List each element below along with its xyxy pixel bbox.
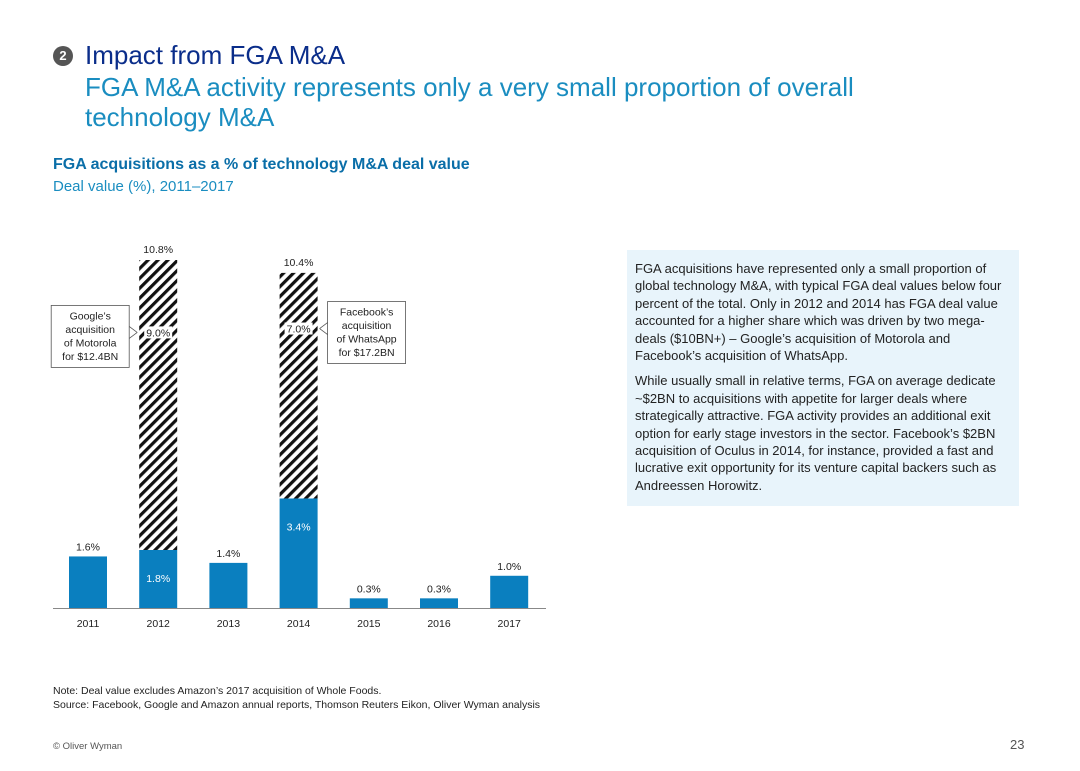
x-tick-2015: 2015 — [357, 618, 381, 630]
annotation-text-2014-2: of WhatsApp — [337, 334, 397, 346]
base-label-2012: 1.8% — [146, 573, 170, 585]
base-label-2017: 1.0% — [497, 561, 521, 573]
annotation-text-2014-0: Facebook’s — [340, 307, 394, 319]
annotation-text-2014-3: for $17.2BN — [339, 347, 395, 359]
total-label-2014: 10.4% — [284, 257, 314, 269]
base-label-2015: 0.3% — [357, 583, 381, 595]
bar-base-2016 — [420, 598, 458, 608]
base-label-2014: 3.4% — [287, 521, 311, 533]
bar-chart: 1.6% 2011 10.8% 9.0% 1.8% 2012 1.4% 2013 10.4% 7.… — [50, 244, 546, 630]
footnotes: Note: Deal value excludes Amazon’s 2017 … — [53, 684, 540, 712]
annotation-text-2012-3: for $12.4BN — [62, 351, 118, 363]
annotation-box-2012 — [50, 304, 130, 368]
bar-base-2015 — [349, 598, 388, 608]
section-badge: 2 — [53, 46, 73, 66]
annotation-pointer-2012-a — [128, 326, 138, 333]
page-title: Impact from FGA M&A — [85, 40, 346, 70]
x-tick-2013: 2013 — [217, 618, 241, 630]
commentary-box: FGA acquisitions have represented only a… — [627, 250, 1019, 507]
mega-label-bg-2012 — [144, 326, 173, 339]
bar-base-2017 — [490, 575, 529, 608]
source-text: Source: Facebook, Google and Amazon annu… — [53, 699, 541, 711]
page-subtitle: FGA M&A activity represents only a very … — [85, 72, 854, 132]
commentary-paragraph-2: While usually small in relative terms, F… — [635, 373, 997, 493]
mega-label-2014: 7.0% — [287, 324, 311, 336]
x-tick-2016: 2016 — [427, 618, 451, 630]
bar-base-2011 — [69, 556, 107, 608]
annotation-pointer-2014-a — [319, 322, 328, 329]
annotation-pointer-2012-b — [128, 332, 138, 339]
annotation-text-2014-1: acquisition — [342, 320, 392, 332]
copyright: © Oliver Wyman — [53, 741, 123, 752]
annotation-box-2014 — [327, 301, 407, 364]
chart-subtitle: Deal value (%), 2011–2017 — [53, 178, 234, 195]
x-tick-2017: 2017 — [498, 618, 522, 630]
bar-mega-deal-2014 — [279, 272, 318, 499]
bar-base-2014 — [279, 498, 318, 608]
page-number: 23 — [1010, 737, 1025, 752]
mega-label-bg-2014 — [284, 322, 313, 335]
commentary-paragraph-1: FGA acquisitions have represented only a… — [635, 261, 1002, 364]
total-label-2012: 10.8% — [143, 244, 173, 256]
mega-label-2012: 9.0% — [146, 327, 170, 339]
x-tick-2011: 2011 — [77, 618, 100, 630]
annotation-text-2012-2: of Motorola — [64, 337, 117, 349]
annotation-text-2012-1: acquisition — [65, 324, 115, 336]
x-tick-2012: 2012 — [147, 618, 171, 630]
annotation-text-2012-0: Google’s — [70, 310, 111, 322]
bar-base-2013 — [209, 562, 248, 608]
chart-title: FGA acquisitions as a % of technology M&… — [53, 156, 470, 173]
base-label-2011: 1.6% — [76, 541, 100, 553]
base-label-2016: 0.3% — [427, 583, 451, 595]
annotation-pointer-2014-b — [319, 328, 328, 335]
note-text: Note: Deal value excludes Amazon’s 2017 … — [53, 685, 382, 697]
bar-mega-deal-2012 — [139, 260, 178, 550]
x-tick-2014: 2014 — [287, 618, 311, 630]
bar-base-2012 — [139, 550, 178, 608]
base-label-2013: 1.4% — [216, 548, 240, 560]
